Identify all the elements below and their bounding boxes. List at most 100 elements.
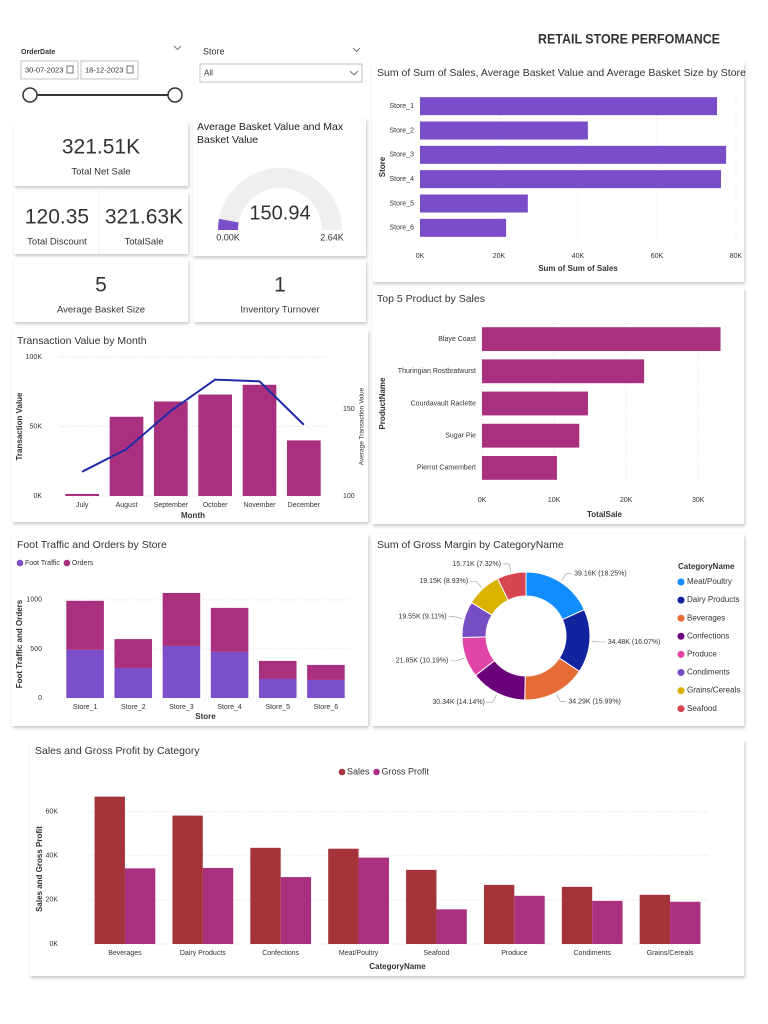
chevron[interactable] <box>349 70 359 76</box>
bar <box>286 440 321 496</box>
x-axis-title: Sum of Sum of Sales <box>538 264 618 273</box>
data-label: 21.85K (10.19%) <box>396 658 449 665</box>
data-label: 19.15K (8.93%) <box>419 578 468 585</box>
x-axis-title: Store <box>195 712 216 721</box>
x-axis-title: Month <box>181 511 205 520</box>
y-tick-label: Pierrot Camembert <box>417 465 476 472</box>
leader-line <box>470 581 482 588</box>
y-tick-label: Courdavault Raclette <box>411 400 476 407</box>
legend-label: Sales <box>347 766 370 776</box>
date-value: 18-12-2023 <box>85 65 123 74</box>
legend-marker <box>677 614 685 622</box>
dropdown[interactable] <box>199 63 363 83</box>
y-axis-title: Store <box>378 156 387 177</box>
panel <box>194 260 366 322</box>
data-label: 19.55K (9.11%) <box>398 614 446 621</box>
legend-label: Orders <box>72 560 94 567</box>
slider-handle[interactable] <box>22 87 38 103</box>
bar <box>420 218 507 237</box>
legend-title: CategoryName <box>678 562 735 571</box>
legend-marker <box>677 669 685 676</box>
bar <box>482 359 645 384</box>
y-axis-title: Foot Traffic and Orders <box>15 599 24 688</box>
bar <box>436 909 467 944</box>
legend-label: Condiments <box>687 668 730 677</box>
bar <box>358 857 389 944</box>
y-tick-label: Store_3 <box>389 152 414 159</box>
data-label: 39.16K (18.25%) <box>574 571 627 578</box>
chevron[interactable] <box>352 47 361 53</box>
x-tick-label: Produce <box>501 950 527 957</box>
card-value: 321.51K <box>62 136 140 159</box>
y-tick-label: 0K <box>49 941 58 948</box>
x-tick-label: Beverages <box>108 950 142 957</box>
bar-segment <box>162 645 201 698</box>
y-tick-label: 20K <box>46 897 59 904</box>
date-input[interactable] <box>20 60 79 80</box>
page-title: RETAIL STORE PERFOMANCE <box>538 31 720 47</box>
gauge-title: Average Basket Value and Max Basket Valu… <box>197 121 344 146</box>
legend-label: Seafood <box>687 704 717 713</box>
x-tick-label: November <box>243 502 276 509</box>
legend-marker <box>677 687 685 695</box>
legend-marker <box>677 705 685 713</box>
date-input[interactable] <box>80 60 139 80</box>
x-tick-label: December <box>288 502 321 509</box>
y-tick-label: 60K <box>46 808 59 815</box>
bar <box>198 394 233 496</box>
chart-title: Sum of Sum of Sales, Average Basket Valu… <box>377 67 746 79</box>
x-tick-label: 20K <box>493 253 506 260</box>
x-tick-label: Store_6 <box>314 704 339 711</box>
y-tick-label: Thuringian Rostbratwurst <box>398 368 476 375</box>
leader-line <box>486 694 497 703</box>
y-tick-label: Blaye Coast <box>438 336 476 343</box>
y-tick-label: Store_4 <box>389 176 414 183</box>
bar <box>250 847 281 944</box>
y-tick-label: 500 <box>30 646 42 653</box>
bar-segment <box>258 678 297 698</box>
x-tick-label: September <box>154 502 189 509</box>
card-value: 5 <box>95 274 107 297</box>
legend-label: Gross Profit <box>382 766 430 776</box>
gauge-value <box>218 218 239 230</box>
x-tick-label: Meat/Poultry <box>339 950 379 957</box>
bar <box>420 194 528 213</box>
dropdown-value: All <box>204 69 213 78</box>
bar <box>670 901 701 944</box>
x-tick-label: Seafood <box>423 950 449 957</box>
y-tick-label: Store_2 <box>389 127 414 134</box>
data-label: 30.34K (14.14%) <box>432 699 485 706</box>
legend-label: Grains/Cereals <box>687 686 740 695</box>
bar <box>202 867 234 944</box>
bar-segment <box>258 660 297 679</box>
card-value: 321.63K <box>105 206 183 229</box>
card-label: Total Discount <box>27 237 87 248</box>
x-tick-label: July <box>76 502 89 509</box>
slider-handle[interactable] <box>167 87 183 103</box>
y-tick-label: Store_5 <box>389 200 414 207</box>
legend-marker <box>677 578 685 586</box>
x-tick-label: 0K <box>416 253 425 260</box>
card-label: Average Basket Size <box>57 305 145 316</box>
y-axis-title: Transaction Value <box>15 392 24 461</box>
chart-title: Transaction Value by Month <box>17 335 147 347</box>
calendar-icon[interactable] <box>126 65 134 74</box>
x-tick-label: Grains/Cereals <box>647 950 694 957</box>
bar-segment <box>114 667 153 698</box>
bar-segment <box>114 639 153 668</box>
calendar-icon[interactable] <box>66 65 74 74</box>
y-axis-title: Sales and Gross Profit <box>35 826 44 912</box>
gauge-value-label: 150.94 <box>249 202 310 224</box>
bar-segment <box>307 679 345 698</box>
chevron[interactable] <box>173 45 182 51</box>
bar <box>65 493 100 496</box>
filter-label: Store <box>203 46 225 56</box>
legend-marker <box>373 768 380 776</box>
x-tick-label: Condiments <box>574 950 612 957</box>
legend-label: Meat/Poultry <box>687 577 732 586</box>
card-label: Total Net Sale <box>71 167 130 178</box>
x-tick-label: Store_5 <box>265 704 290 711</box>
bar <box>109 416 144 496</box>
card-label: Inventory Turnover <box>240 305 319 316</box>
bar <box>482 391 588 416</box>
